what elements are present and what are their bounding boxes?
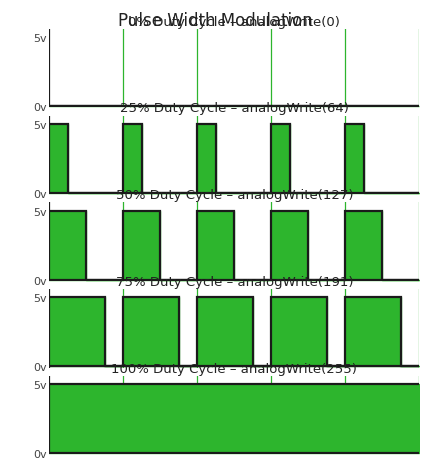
Title: 50% Duty Cycle – analogWrite(127): 50% Duty Cycle – analogWrite(127) xyxy=(116,189,353,202)
Title: 25% Duty Cycle – analogWrite(64): 25% Duty Cycle – analogWrite(64) xyxy=(120,102,349,115)
Text: Pulse Width Modulation: Pulse Width Modulation xyxy=(118,11,312,29)
Title: 0% Duty Cycle – analogWrite(0): 0% Duty Cycle – analogWrite(0) xyxy=(129,16,340,28)
Title: 100% Duty Cycle – analogWrite(255): 100% Duty Cycle – analogWrite(255) xyxy=(111,362,357,375)
Title: 75% Duty Cycle – analogWrite(191): 75% Duty Cycle – analogWrite(191) xyxy=(116,275,353,288)
